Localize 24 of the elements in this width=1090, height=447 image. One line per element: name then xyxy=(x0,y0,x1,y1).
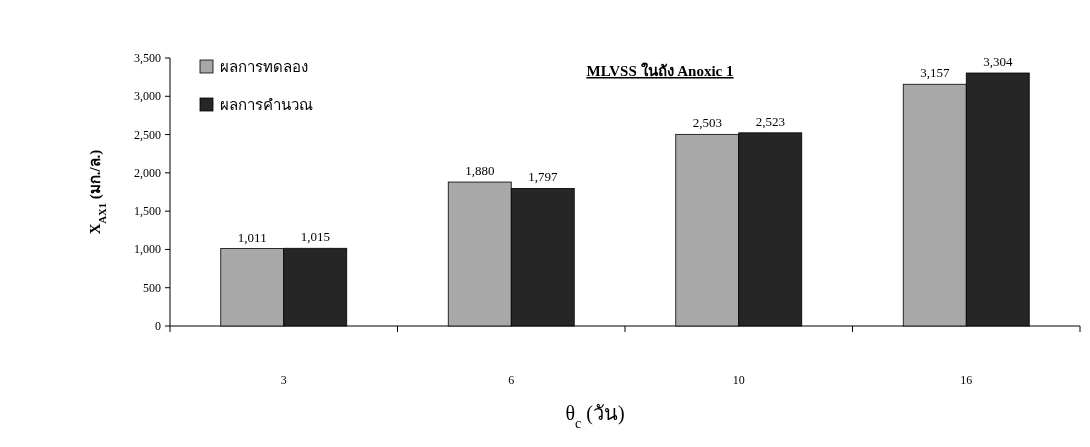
data-label: 2,503 xyxy=(692,115,722,131)
y-tick-label: 3,500 xyxy=(134,51,161,65)
y-tick-label: 1,500 xyxy=(134,204,161,219)
data-label: 1,015 xyxy=(300,229,330,245)
y-tick-label: 3,000 xyxy=(134,89,161,104)
x-tick-label: 3 xyxy=(280,373,287,387)
y-tick-label: 500 xyxy=(143,280,161,295)
data-label: 1,797 xyxy=(528,169,558,185)
legend-label: ผลการคำนวณ xyxy=(220,97,313,113)
data-label: 1,880 xyxy=(465,163,495,179)
data-label: 2,523 xyxy=(755,113,785,129)
x-tick-label: 16 xyxy=(960,373,973,387)
y-tick-label: 1,000 xyxy=(134,242,161,257)
y-tick-label: 0 xyxy=(155,319,161,333)
chart-title: MLVSS ในถัง Anoxic 1 xyxy=(586,62,734,79)
data-label: 1,011 xyxy=(237,229,267,245)
y-tick-label: 2,000 xyxy=(134,165,161,180)
y-tick-label: 2,500 xyxy=(134,127,161,142)
x-tick-label: 6 xyxy=(508,373,515,387)
x-axis-title: θ$_{c}$ (วัน) xyxy=(565,402,625,431)
legend-label: ผลการทดลอง xyxy=(220,59,308,75)
data-label: 3,157 xyxy=(920,65,950,81)
x-tick-label: 10 xyxy=(732,373,745,387)
data-label: 3,304 xyxy=(983,54,1013,70)
